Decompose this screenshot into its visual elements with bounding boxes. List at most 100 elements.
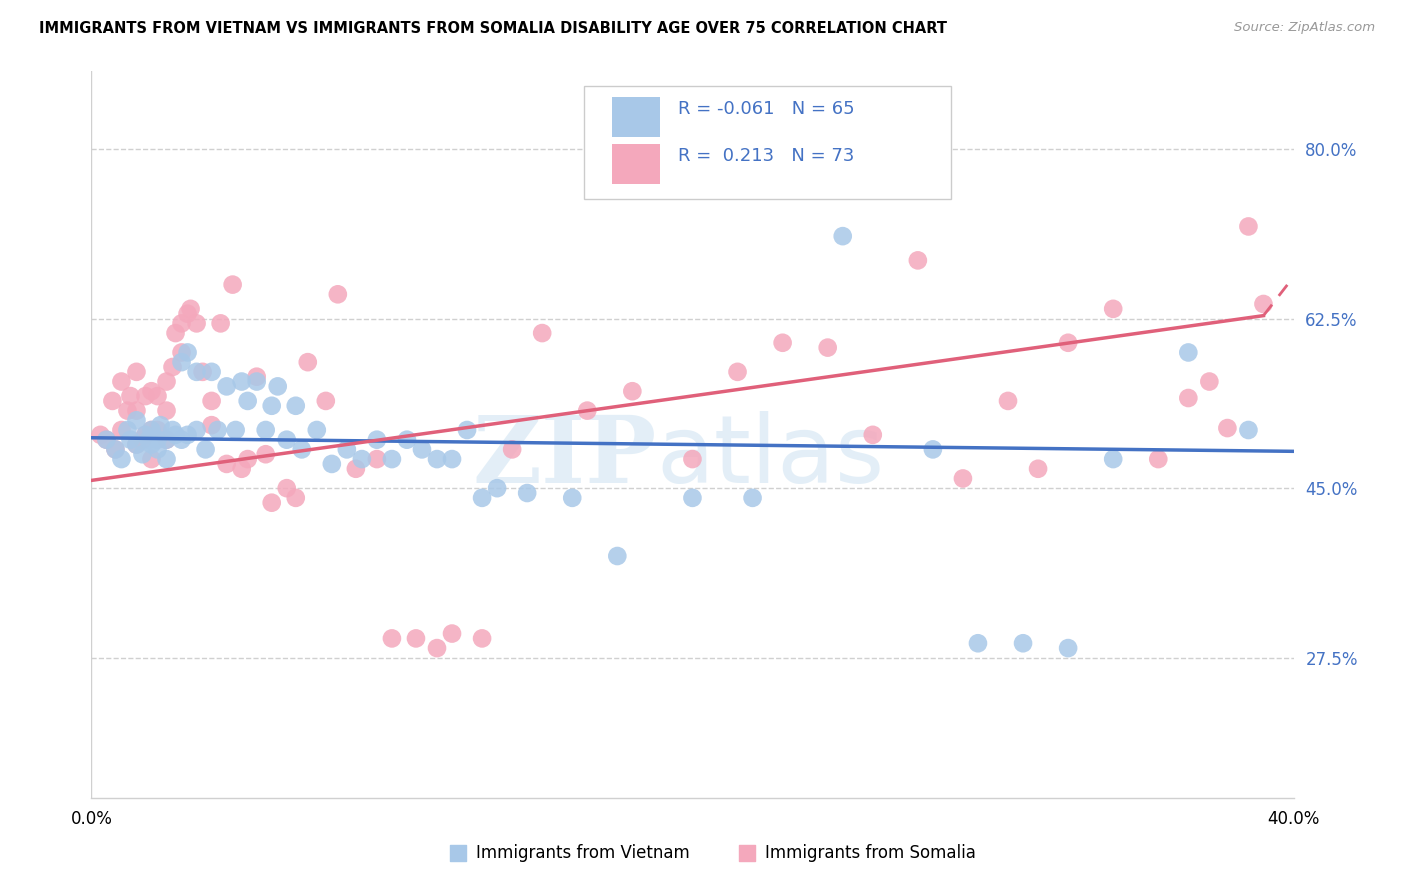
Point (411, 442, 433, 457)
Point (117, 403, 139, 417)
Point (606, 549, 628, 563)
Text: Immigrants from Somalia: Immigrants from Somalia (765, 844, 976, 862)
Point (170, 355, 193, 369)
Point (997, 393, 1019, 408)
Point (1012, 636, 1035, 650)
Point (772, 335, 794, 350)
Point (155, 403, 177, 417)
Point (297, 355, 319, 369)
Point (231, 462, 253, 476)
Text: Immigrants from Vietnam: Immigrants from Vietnam (477, 844, 690, 862)
Point (907, 253, 929, 268)
Point (191, 365, 214, 379)
Point (110, 452, 132, 467)
Point (89, 428, 111, 442)
Point (344, 462, 367, 476)
Point (170, 345, 193, 359)
Point (104, 442, 127, 457)
Point (315, 393, 337, 408)
Point (967, 636, 990, 650)
Point (120, 389, 142, 403)
FancyBboxPatch shape (612, 97, 659, 137)
Point (1057, 641, 1080, 656)
Point (186, 365, 208, 379)
Point (162, 423, 184, 437)
Point (134, 389, 156, 403)
Point (276, 433, 298, 447)
Point (201, 418, 224, 433)
Point (1177, 345, 1199, 359)
Point (561, 491, 583, 505)
Point (260, 399, 283, 413)
Point (141, 452, 163, 467)
Point (141, 423, 163, 437)
Point (165, 326, 187, 340)
Point (1057, 335, 1080, 350)
Text: R =  0.213   N = 73: R = 0.213 N = 73 (678, 147, 855, 165)
Point (260, 496, 283, 510)
Point (1253, 297, 1275, 311)
Point (155, 375, 177, 389)
Point (176, 428, 198, 442)
Point (96, 433, 118, 447)
Point (350, 452, 373, 467)
Point (305, 423, 328, 437)
Point (456, 423, 478, 437)
Point (110, 375, 132, 389)
Point (681, 491, 703, 505)
Point (1237, 423, 1260, 437)
Point (1237, 219, 1260, 234)
Point (254, 447, 277, 461)
Point (1177, 391, 1199, 405)
Point (138, 433, 160, 447)
Point (1198, 375, 1220, 389)
Point (246, 375, 269, 389)
Point (215, 379, 238, 393)
Point (267, 379, 290, 393)
Point (366, 452, 388, 467)
Point (209, 317, 232, 331)
Text: Source: ZipAtlas.com: Source: ZipAtlas.com (1234, 21, 1375, 34)
Point (395, 433, 418, 447)
Point (207, 423, 229, 437)
Point (155, 433, 177, 447)
Point (831, 229, 853, 244)
Point (104, 442, 127, 457)
Point (201, 393, 224, 408)
Point (165, 428, 187, 442)
Point (146, 442, 169, 457)
Point (155, 433, 177, 447)
Point (817, 341, 839, 355)
Point (366, 433, 388, 447)
Point (134, 428, 156, 442)
Point (326, 287, 349, 301)
Point (236, 393, 259, 408)
Point (186, 423, 208, 437)
Point (125, 413, 148, 427)
Point (1026, 462, 1049, 476)
Point (201, 365, 224, 379)
Point (146, 433, 169, 447)
Point (231, 375, 253, 389)
Text: R = -0.061   N = 65: R = -0.061 N = 65 (678, 100, 855, 118)
Point (141, 384, 163, 399)
Point (727, 365, 749, 379)
Point (186, 317, 208, 331)
Point (131, 447, 153, 461)
Point (194, 442, 217, 457)
Text: IMMIGRANTS FROM VIETNAM VS IMMIGRANTS FROM SOMALIA DISABILITY AGE OVER 75 CORREL: IMMIGRANTS FROM VIETNAM VS IMMIGRANTS FR… (39, 21, 948, 36)
Point (501, 442, 523, 457)
Point (117, 423, 139, 437)
Point (426, 452, 449, 467)
Text: atlas: atlas (657, 410, 884, 503)
Point (440, 626, 463, 640)
Point (141, 423, 163, 437)
Point (336, 442, 359, 457)
Point (180, 301, 202, 316)
Point (101, 393, 124, 408)
Point (176, 345, 198, 359)
Point (1102, 301, 1125, 316)
Point (531, 326, 554, 340)
Point (741, 491, 763, 505)
Point (486, 481, 509, 495)
